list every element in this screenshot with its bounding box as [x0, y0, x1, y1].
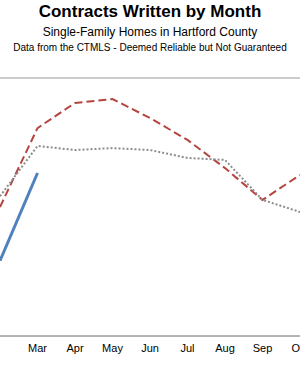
html-text:Data from the CTMLS - Deemed R: Data from the CTMLS - Deemed Reliable bu…	[13, 42, 287, 53]
svg-text:Jun: Jun	[141, 342, 159, 354]
html-text:Single-Family Homes in Hartfor: Single-Family Homes in Hartford County	[42, 25, 258, 39]
svg-text:Jul: Jul	[180, 342, 194, 354]
svg-text:May: May	[102, 342, 123, 354]
svg-text:Sep: Sep	[253, 342, 273, 354]
svg-text:Aug: Aug	[215, 342, 235, 354]
svg-text:Mar: Mar	[28, 342, 47, 354]
html-text:Contracts Written by Month: Contracts Written by Month	[38, 2, 262, 21]
svg-text:Apr: Apr	[66, 342, 83, 354]
svg-text:Oct: Oct	[291, 342, 292, 354]
